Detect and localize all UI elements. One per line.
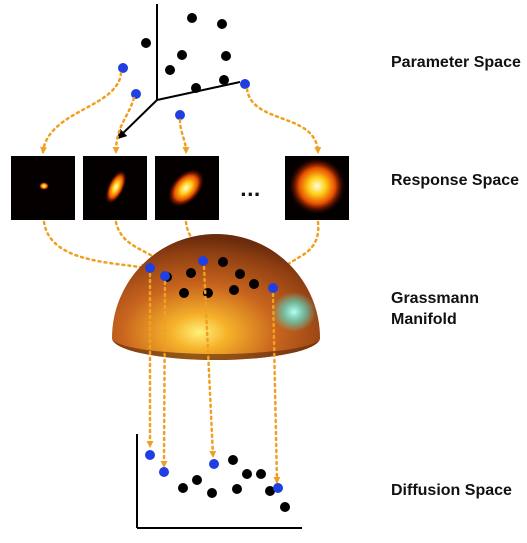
arrow <box>178 118 190 154</box>
ellipsis-text: ... <box>240 180 261 201</box>
param-point <box>187 13 197 23</box>
manifold-point-highlight <box>145 263 155 273</box>
diffusion-point <box>242 469 252 479</box>
param-point <box>221 51 231 61</box>
diffusion-point <box>178 483 188 493</box>
hemisphere <box>112 234 320 360</box>
param-point-highlight <box>131 89 141 99</box>
arrow <box>114 220 167 272</box>
diffusion-point-highlight <box>145 450 155 460</box>
arrows-manifold-to-diffusion <box>146 265 281 484</box>
manifold-point <box>235 269 245 279</box>
diffusion-point <box>192 475 202 485</box>
parameter-points <box>118 13 250 120</box>
response-image <box>155 156 219 220</box>
arrows-parameter-to-response <box>40 71 322 154</box>
grassmann-label-line2: Manifold <box>391 311 457 328</box>
param-point <box>141 38 151 48</box>
manifold-point <box>229 285 239 295</box>
manifold-point-highlight <box>268 283 278 293</box>
x-axis <box>116 99 158 140</box>
arrow <box>202 265 217 458</box>
diffusion-point <box>265 486 275 496</box>
param-point-highlight <box>118 63 128 73</box>
arrow <box>112 96 136 154</box>
arrow <box>272 220 320 284</box>
manifold-point <box>186 268 196 278</box>
parameter-space-label: Parameter Space <box>391 54 521 71</box>
diffusion-point <box>228 455 238 465</box>
arrow <box>42 220 148 271</box>
arrow <box>271 292 281 484</box>
response-image <box>11 156 75 220</box>
manifold-point-highlight <box>160 271 170 281</box>
teal-highlight <box>272 292 316 332</box>
grassmann-manifold-label: Grassmann Manifold <box>391 288 479 330</box>
param-point <box>219 75 229 85</box>
diffusion-point-highlight <box>209 459 219 469</box>
diffusion-point <box>232 484 242 494</box>
param-point <box>191 83 201 93</box>
arrow <box>40 71 123 154</box>
manifold-point <box>218 257 228 267</box>
diffusion-point <box>207 488 217 498</box>
grassmann-manifold <box>112 234 320 360</box>
diffusion-points <box>145 450 290 512</box>
response-space-label: Response Space <box>391 172 520 189</box>
param-point <box>165 65 175 75</box>
diffusion-space-label: Diffusion Space <box>391 482 512 499</box>
diffusion-point-highlight <box>273 483 283 493</box>
response-images <box>11 156 349 220</box>
manifold-point-highlight <box>198 256 208 266</box>
param-point-highlight <box>240 79 250 89</box>
arrow <box>160 280 168 468</box>
response-image <box>83 156 147 220</box>
manifold-point <box>179 288 189 298</box>
manifold-point <box>249 279 259 289</box>
manifold-points <box>145 256 278 298</box>
param-point <box>177 50 187 60</box>
diffusion-point <box>256 469 266 479</box>
param-point <box>217 19 227 29</box>
diffusion-point <box>280 502 290 512</box>
param-point-highlight <box>175 110 185 120</box>
diffusion-space-axes <box>136 434 302 529</box>
arrow <box>245 87 322 154</box>
grassmann-label-line1: Grassmann <box>391 290 480 307</box>
response-image <box>285 156 349 220</box>
diffusion-point-highlight <box>159 467 169 477</box>
